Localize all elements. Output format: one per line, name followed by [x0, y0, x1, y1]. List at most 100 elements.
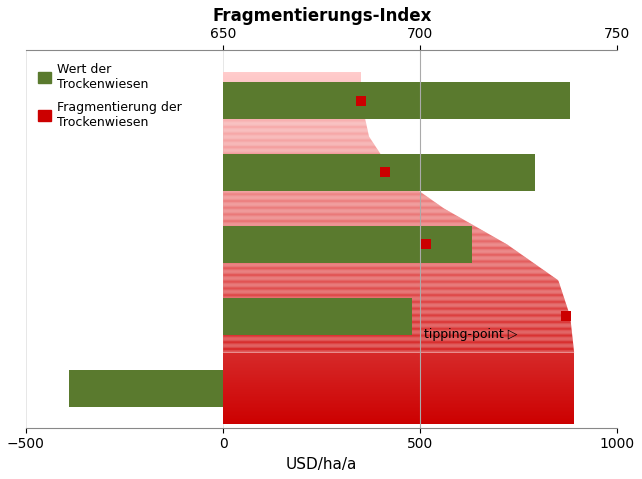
- Polygon shape: [223, 135, 369, 137]
- Polygon shape: [223, 365, 574, 366]
- Polygon shape: [223, 247, 512, 248]
- Polygon shape: [223, 200, 433, 201]
- Polygon shape: [223, 274, 551, 275]
- Polygon shape: [223, 98, 361, 99]
- Polygon shape: [223, 100, 361, 101]
- Polygon shape: [223, 264, 537, 266]
- Polygon shape: [223, 99, 361, 100]
- Polygon shape: [223, 415, 574, 416]
- Polygon shape: [223, 86, 361, 87]
- Polygon shape: [223, 139, 371, 140]
- Polygon shape: [223, 199, 431, 200]
- Polygon shape: [223, 147, 377, 148]
- Polygon shape: [223, 235, 493, 236]
- Polygon shape: [223, 309, 568, 310]
- Polygon shape: [223, 275, 552, 276]
- Polygon shape: [223, 187, 415, 188]
- Polygon shape: [223, 106, 363, 107]
- Polygon shape: [223, 217, 462, 218]
- Polygon shape: [223, 133, 369, 134]
- Polygon shape: [223, 378, 574, 379]
- Polygon shape: [223, 257, 527, 259]
- Polygon shape: [223, 330, 572, 331]
- Polygon shape: [223, 383, 574, 384]
- Polygon shape: [223, 227, 478, 228]
- Polygon shape: [223, 281, 559, 282]
- Polygon shape: [223, 148, 377, 149]
- Polygon shape: [223, 79, 361, 80]
- Polygon shape: [223, 114, 365, 115]
- Polygon shape: [223, 392, 574, 394]
- Bar: [223, 226, 472, 263]
- Polygon shape: [223, 314, 569, 315]
- Polygon shape: [223, 254, 522, 255]
- Polygon shape: [223, 273, 549, 274]
- Polygon shape: [223, 140, 372, 141]
- Polygon shape: [223, 96, 361, 98]
- Polygon shape: [223, 301, 566, 302]
- Polygon shape: [223, 384, 574, 386]
- Polygon shape: [223, 243, 507, 244]
- Polygon shape: [223, 272, 548, 273]
- Polygon shape: [223, 377, 574, 378]
- Polygon shape: [223, 358, 574, 360]
- Polygon shape: [223, 403, 574, 404]
- Polygon shape: [223, 401, 574, 402]
- Polygon shape: [223, 249, 516, 251]
- Polygon shape: [223, 239, 499, 240]
- Polygon shape: [223, 313, 569, 314]
- Polygon shape: [223, 396, 574, 397]
- Polygon shape: [223, 266, 539, 267]
- Polygon shape: [223, 251, 519, 253]
- Polygon shape: [223, 319, 571, 321]
- Polygon shape: [223, 118, 365, 119]
- Polygon shape: [223, 382, 574, 383]
- Polygon shape: [223, 355, 574, 356]
- Polygon shape: [223, 336, 573, 337]
- Polygon shape: [223, 270, 546, 272]
- Polygon shape: [223, 291, 562, 293]
- Polygon shape: [223, 220, 466, 221]
- Polygon shape: [223, 295, 564, 296]
- Polygon shape: [223, 352, 574, 353]
- Polygon shape: [223, 174, 397, 175]
- Polygon shape: [223, 298, 565, 300]
- Polygon shape: [223, 242, 505, 243]
- Polygon shape: [223, 194, 425, 195]
- Polygon shape: [223, 277, 556, 278]
- Legend: Wert der
Trockenwiesen, Fragmentierung der
Trockenwiesen: Wert der Trockenwiesen, Fragmentierung d…: [32, 57, 188, 135]
- Polygon shape: [223, 72, 361, 73]
- Polygon shape: [223, 222, 470, 223]
- Polygon shape: [223, 326, 571, 327]
- Polygon shape: [223, 294, 563, 295]
- Polygon shape: [223, 293, 563, 294]
- Polygon shape: [223, 364, 574, 365]
- Polygon shape: [223, 121, 366, 122]
- Polygon shape: [223, 119, 365, 120]
- Polygon shape: [223, 416, 574, 417]
- Polygon shape: [223, 186, 413, 187]
- Polygon shape: [223, 394, 574, 395]
- Polygon shape: [223, 332, 572, 334]
- Polygon shape: [223, 288, 561, 289]
- Polygon shape: [223, 128, 367, 129]
- Polygon shape: [223, 369, 574, 370]
- Polygon shape: [223, 388, 574, 389]
- Polygon shape: [223, 204, 438, 205]
- Polygon shape: [223, 289, 562, 290]
- Polygon shape: [223, 331, 572, 332]
- Polygon shape: [223, 262, 534, 263]
- Polygon shape: [223, 244, 509, 246]
- Polygon shape: [223, 182, 408, 183]
- Polygon shape: [223, 283, 560, 285]
- Polygon shape: [223, 231, 487, 233]
- Polygon shape: [223, 127, 367, 128]
- Polygon shape: [223, 152, 380, 153]
- Polygon shape: [223, 308, 568, 309]
- Polygon shape: [223, 328, 571, 329]
- Polygon shape: [223, 423, 574, 424]
- Polygon shape: [223, 113, 364, 114]
- Polygon shape: [223, 91, 361, 92]
- Polygon shape: [223, 347, 573, 348]
- Bar: [223, 154, 535, 191]
